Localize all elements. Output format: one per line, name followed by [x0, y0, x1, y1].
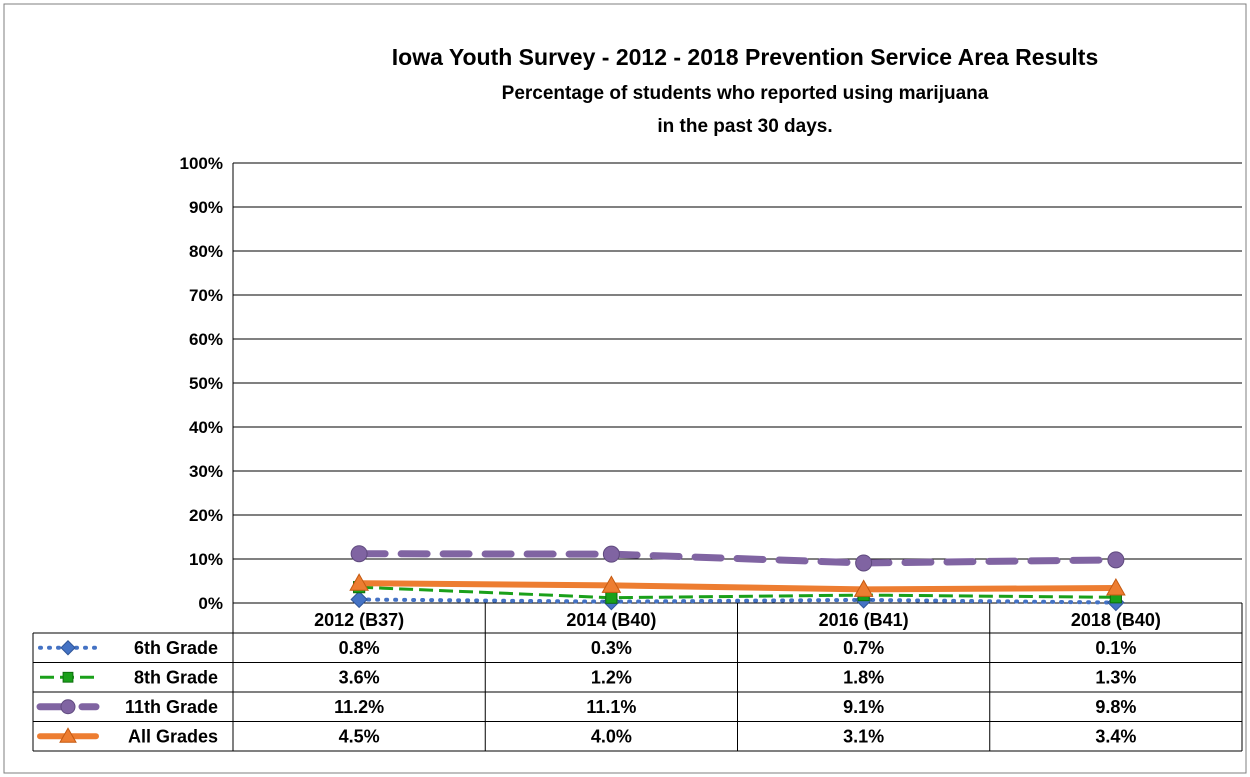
y-axis-ticks: 0% 10% 20% 30% 40% 50% 60% 70% 80% 90% 100%	[180, 154, 223, 613]
y-tick-label: 20%	[189, 506, 223, 525]
category-label: 2012 (B37)	[314, 610, 404, 630]
table-cell-value: 0.1%	[1095, 638, 1136, 658]
y-tick-label: 40%	[189, 418, 223, 437]
y-tick-label: 80%	[189, 242, 223, 261]
series-name: 11th Grade	[125, 697, 218, 717]
y-tick-label: 90%	[189, 198, 223, 217]
data-point	[601, 575, 622, 593]
data-point	[349, 573, 369, 591]
y-tick-label: 100%	[180, 154, 223, 173]
data-point	[605, 591, 618, 604]
gridlines	[232, 162, 1242, 604]
table-cell-value: 11.1%	[586, 697, 636, 717]
table-cell-value: 4.0%	[591, 726, 632, 746]
data-point	[853, 579, 874, 597]
y-tick-label: 30%	[189, 462, 223, 481]
category-label: 2016 (B41)	[819, 610, 909, 630]
table-cell-value: 3.6%	[339, 667, 380, 687]
y-tick-label: 10%	[189, 550, 223, 569]
category-label: 2014 (B40)	[566, 610, 656, 630]
series-name: 8th Grade	[134, 667, 218, 687]
y-tick-label: 0%	[198, 594, 223, 613]
table-cell-value: 1.3%	[1095, 667, 1136, 687]
chart-subtitle-line-1: Percentage of students who reported usin…	[502, 83, 989, 104]
series-line	[359, 585, 1116, 600]
y-tick-label: 70%	[189, 286, 223, 305]
legend-key-marker	[60, 640, 76, 656]
table-cell-value: 9.8%	[1095, 697, 1136, 717]
series-lines	[349, 545, 1126, 612]
chart-title: Iowa Youth Survey - 2012 - 2018 Preventi…	[392, 44, 1099, 70]
y-tick-label: 50%	[189, 374, 223, 393]
chart-subtitle-line-2: in the past 30 days.	[657, 116, 832, 137]
table-cell-value: 0.3%	[591, 638, 632, 658]
series-line	[357, 597, 1118, 605]
table-cell-value: 9.1%	[843, 697, 884, 717]
table-cell-value: 4.5%	[339, 726, 380, 746]
table-cell-value: 0.7%	[843, 638, 884, 658]
data-point	[350, 545, 368, 563]
data-point	[602, 545, 620, 563]
table-cell-value: 1.8%	[843, 667, 884, 687]
table-cell-value: 1.2%	[591, 667, 632, 687]
table-cell-value: 11.2%	[334, 697, 384, 717]
data-point	[855, 554, 873, 572]
data-table: 2012 (B37) 2014 (B40) 2016 (B41) 2018 (B40)…	[32, 603, 1243, 752]
data-point	[1107, 551, 1125, 569]
legend-key-marker	[59, 727, 77, 743]
table-cell-value: 3.4%	[1095, 726, 1136, 746]
data-point	[350, 590, 368, 609]
legend-key-marker	[60, 699, 76, 715]
table-cell-value: 3.1%	[843, 726, 884, 746]
series-name: 6th Grade	[134, 638, 218, 658]
y-tick-label: 60%	[189, 330, 223, 349]
category-label: 2018 (B40)	[1071, 610, 1161, 630]
chart-area-border	[3, 3, 1247, 774]
series-line	[356, 580, 1119, 593]
legend-key-marker	[62, 671, 74, 683]
data-point	[1106, 578, 1126, 596]
series-line	[355, 550, 1120, 567]
table-cell-value: 0.8%	[339, 638, 380, 658]
series-name: All Grades	[128, 726, 218, 746]
